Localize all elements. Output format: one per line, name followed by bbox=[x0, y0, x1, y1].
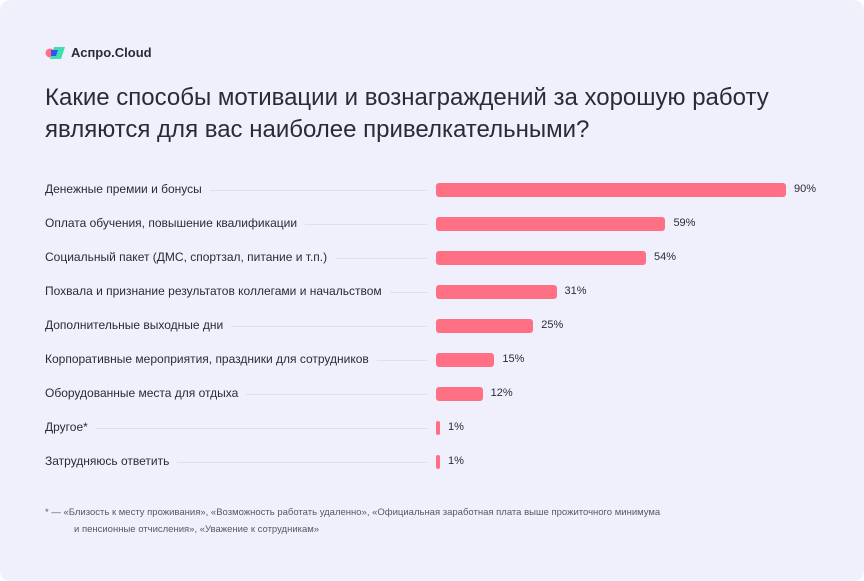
bar bbox=[436, 353, 495, 367]
bar bbox=[436, 319, 534, 333]
leader-line bbox=[45, 326, 427, 327]
bar-row: Дополнительные выходные дни 25% bbox=[45, 316, 835, 336]
bar bbox=[436, 183, 786, 197]
category-label: Оборудованные места для отдыха bbox=[45, 386, 247, 400]
value-label: 25% bbox=[541, 319, 564, 331]
category-label: Похвала и признание результатов коллегам… bbox=[45, 284, 390, 298]
value-label: 90% bbox=[794, 183, 817, 195]
bar-row: Оборудованные места для отдыха 12% bbox=[45, 384, 835, 404]
bar-row: Похвала и признание результатов коллегам… bbox=[45, 282, 835, 302]
value-label: 31% bbox=[564, 285, 587, 297]
value-label: 59% bbox=[673, 217, 696, 229]
bar bbox=[436, 285, 557, 299]
bar bbox=[436, 217, 666, 231]
category-label: Оплата обучения, повышение квалификации bbox=[45, 216, 306, 230]
leader-line bbox=[45, 462, 427, 463]
bar-row: Затрудняюсь ответить 1% bbox=[45, 452, 835, 472]
bar bbox=[436, 387, 483, 401]
bar bbox=[436, 421, 440, 435]
value-label: 1% bbox=[448, 455, 464, 467]
chart-title: Какие способы мотивации и вознаграждений… bbox=[45, 84, 769, 143]
footnote-line-2: и пенсионные отчисления», «Уважение к со… bbox=[74, 524, 320, 535]
category-label: Затрудняюсь ответить bbox=[45, 454, 178, 468]
bar-row: Социальный пакет (ДМС, спортзал, питание… bbox=[45, 248, 835, 268]
footnote: * — «Близость к месту проживания», «Возм… bbox=[45, 504, 765, 538]
bar-row: Денежные премии и бонусы 90% bbox=[45, 180, 835, 200]
value-label: 12% bbox=[490, 387, 513, 399]
bar-row: Оплата обучения, повышение квалификации 5… bbox=[45, 214, 835, 234]
category-label: Социальный пакет (ДМС, спортзал, питание… bbox=[45, 250, 336, 264]
leader-line bbox=[45, 428, 427, 429]
value-label: 15% bbox=[502, 353, 525, 365]
bar-row: Другое* 1% bbox=[45, 418, 835, 438]
category-label: Другое* bbox=[45, 420, 96, 434]
bar bbox=[436, 455, 440, 469]
value-label: 1% bbox=[448, 421, 464, 433]
category-label: Корпоративные мероприятия, праздники для… bbox=[45, 352, 377, 366]
aspro-logo-icon bbox=[45, 46, 65, 59]
footnote-line-1: * — «Близость к месту проживания», «Возм… bbox=[45, 507, 661, 518]
brand-logo: Аспро.Cloud bbox=[45, 45, 152, 60]
bar bbox=[436, 251, 646, 265]
value-label: 54% bbox=[654, 251, 677, 263]
brand-name: Аспро.Cloud bbox=[71, 45, 152, 60]
category-label: Дополнительные выходные дни bbox=[45, 318, 232, 332]
bar-row: Корпоративные мероприятия, праздники для… bbox=[45, 350, 835, 370]
leader-line bbox=[45, 190, 427, 191]
category-label: Денежные премии и бонусы bbox=[45, 182, 210, 196]
